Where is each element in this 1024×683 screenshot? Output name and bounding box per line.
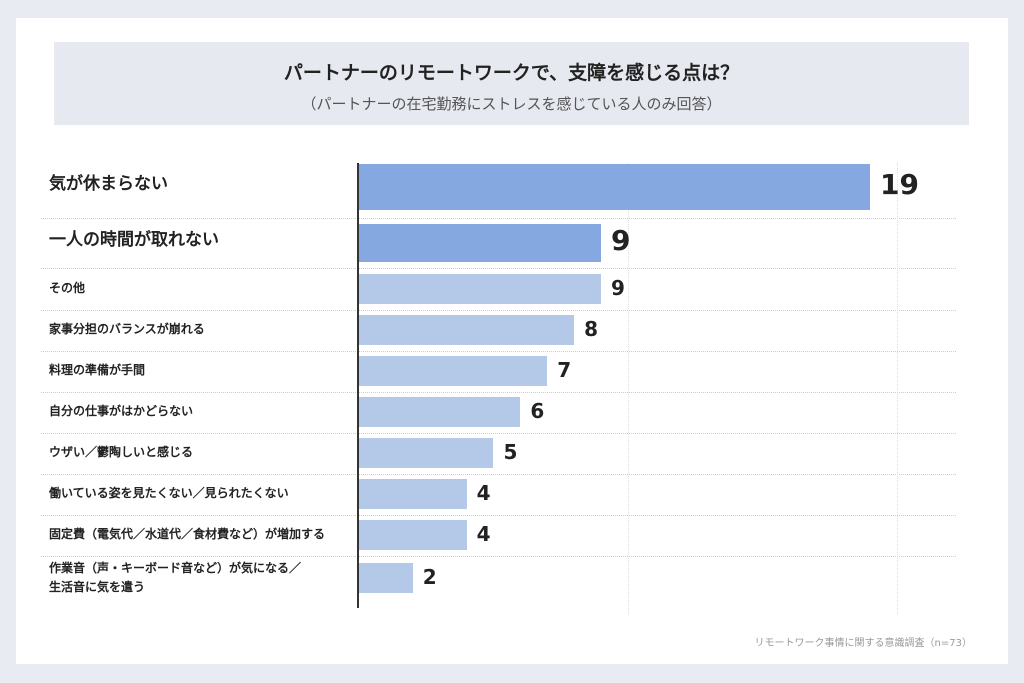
bar	[359, 274, 602, 304]
gridline	[41, 556, 956, 557]
gridline	[41, 351, 956, 352]
bar-chart: 気が休まらない 19 一人の時間が取れない 9 その他 9 家事分担のバランスが崩れる 8 料理…	[16, 18, 1008, 664]
category-label: 働いている姿を見たくない／見られたくない	[49, 486, 289, 500]
category-label: 料理の準備が手間	[49, 363, 146, 377]
bar	[359, 164, 870, 210]
bar	[359, 479, 467, 509]
bar	[359, 520, 467, 550]
category-label: その他	[49, 281, 86, 295]
bar	[359, 315, 575, 345]
bar	[359, 356, 548, 386]
gridline-vertical	[627, 163, 629, 615]
category-label: 自分の仕事がはかどらない	[49, 404, 194, 418]
chart-title: パートナーのリモートワークで、支障を感じる点は？	[283, 62, 740, 84]
chart-header: パートナーのリモートワークで、支障を感じる点は？ （パートナーの在宅勤務にストレ…	[54, 42, 969, 125]
gridline-vertical	[896, 163, 898, 615]
gridline	[41, 268, 956, 269]
category-label: 固定費（電気代／水道代／食材費など）が増加する	[49, 527, 326, 541]
gridline	[41, 392, 956, 393]
gridline	[41, 433, 956, 434]
value-label: 5	[503, 440, 518, 464]
category-label: 一人の時間が取れない	[49, 230, 219, 250]
value-label: 8	[584, 317, 599, 341]
bar	[359, 224, 602, 262]
gridline	[41, 474, 956, 475]
value-label: 4	[476, 481, 491, 505]
value-label: 2	[422, 565, 437, 589]
category-label: ウザい／鬱陶しいと感じる	[49, 445, 194, 459]
value-label: 7	[557, 358, 572, 382]
source-note: リモートワーク事情に関する意識調査（n=73）	[754, 638, 972, 649]
gridline	[41, 515, 956, 516]
bar	[359, 563, 413, 593]
chart-subtitle: （パートナーの在宅勤務にストレスを感じている人のみ回答）	[301, 95, 722, 113]
category-label: 作業音（声・キーボード音など）が気になる／生活音に気を遣う	[49, 561, 302, 594]
bar	[359, 397, 521, 427]
category-label: 家事分担のバランスが崩れる	[49, 322, 205, 336]
category-label: 気が休まらない	[49, 174, 168, 194]
value-label: 19	[880, 168, 919, 201]
value-label: 9	[611, 276, 625, 300]
value-label: 9	[611, 224, 631, 257]
bar	[359, 438, 494, 468]
y-axis-line	[357, 163, 359, 608]
value-label: 4	[476, 522, 491, 546]
value-label: 6	[530, 399, 545, 423]
gridline	[41, 310, 956, 311]
chart-card: パートナーのリモートワークで、支障を感じる点は？ （パートナーの在宅勤務にストレ…	[16, 18, 1008, 664]
gridline	[41, 218, 956, 219]
